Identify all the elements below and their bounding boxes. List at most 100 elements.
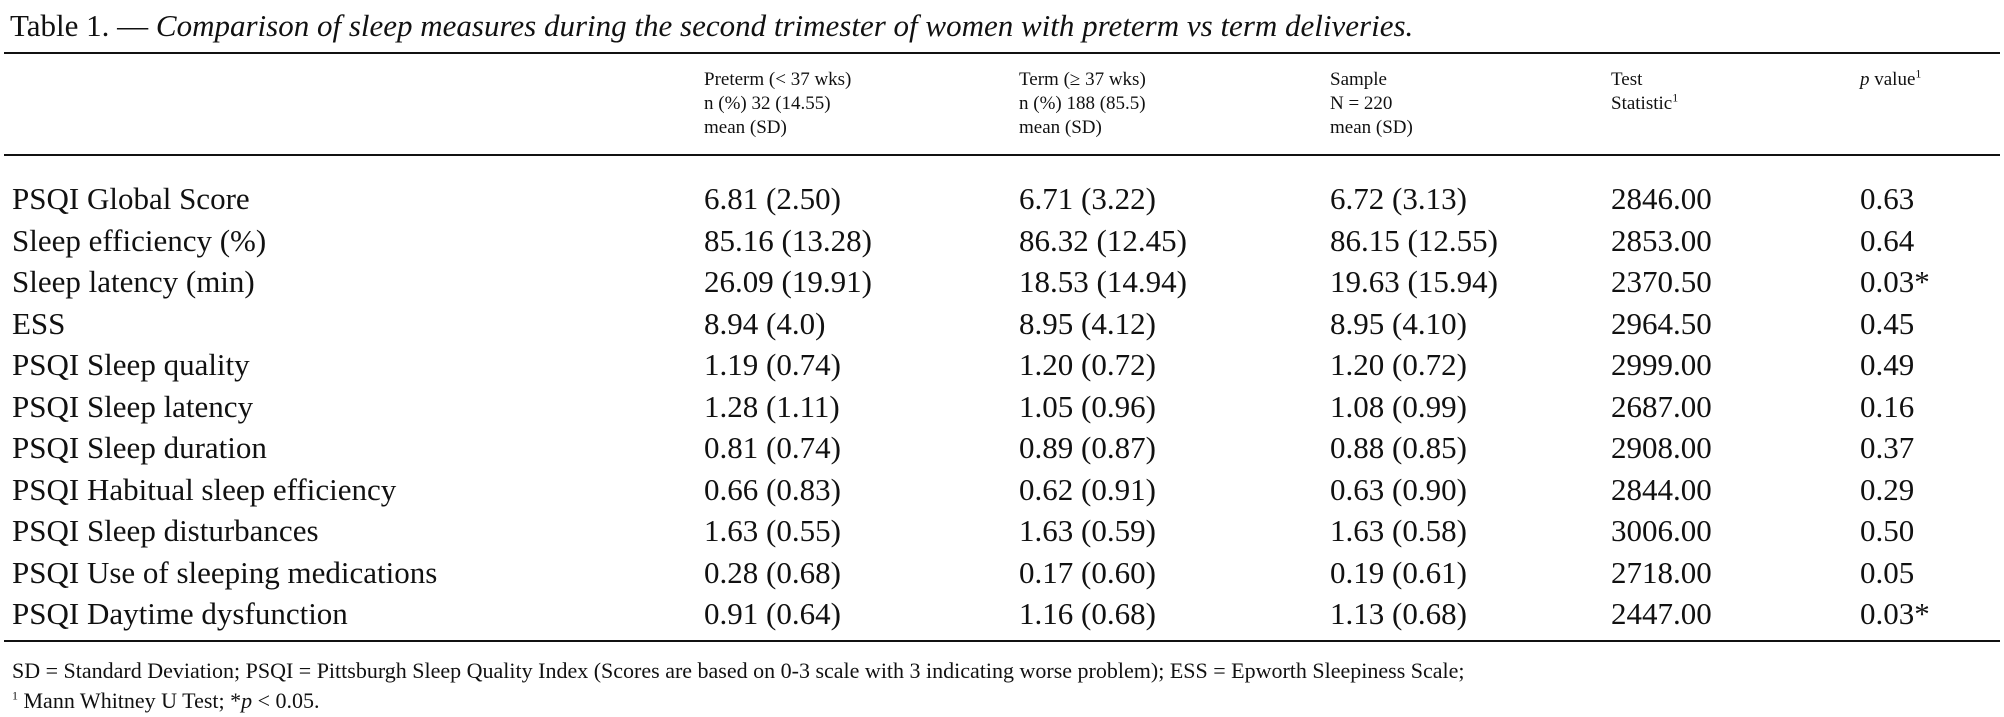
cell-term: 0.17 (0.60) (1019, 554, 1156, 590)
row-label: Sleep latency (min) (12, 264, 255, 299)
cell-p-value: 0.49 (1860, 347, 1915, 382)
footnote-text: Mann Whitney U Test; * (18, 688, 242, 713)
header-preterm: Preterm (< 37 wks) n (%) 32 (14.55) mean… (704, 68, 851, 140)
cell-test-statistic: 2908.00 (1611, 430, 1712, 465)
cell-term: 1.63 (0.59) (1019, 513, 1156, 548)
cell-sample: 0.88 (0.85) (1330, 430, 1467, 465)
row-label: PSQI Global Score (12, 181, 250, 216)
cell-preterm: 0.81 (0.74) (704, 430, 841, 465)
table-row: Sleep efficiency (%) 85.16 (13.28) 86.32 (… (0, 220, 2004, 262)
footnote-marker: 1 (1915, 66, 1922, 81)
row-label: PSQI Habitual sleep efficiency (12, 471, 397, 507)
cell-test-statistic: 2846.00 (1611, 181, 1712, 216)
table-body: PSQI Global Score 6.81 (2.50) 6.71 (3.22) 6… (0, 178, 2004, 635)
cell-preterm: 1.19 (0.74) (704, 347, 841, 382)
cell-test-statistic: 2999.00 (1611, 347, 1712, 382)
cell-sample: 86.15 (12.55) (1330, 222, 1498, 258)
cell-test-statistic: 2687.00 (1611, 388, 1712, 424)
cell-sample: 1.08 (0.99) (1330, 388, 1467, 424)
row-label: PSQI Use of sleeping medications (12, 554, 438, 590)
table-row: PSQI Use of sleeping medications 0.28 (0.… (0, 552, 2004, 594)
cell-term: 86.32 (12.45) (1019, 222, 1187, 258)
header-line: Term (≥ 37 wks) (1019, 69, 1146, 90)
cell-term: 18.53 (14.94) (1019, 264, 1187, 299)
cell-sample: 1.20 (0.72) (1330, 347, 1467, 382)
cell-p-value: 0.03* (1860, 264, 1930, 299)
cell-preterm: 1.28 (1.11) (704, 388, 840, 424)
cell-sample: 1.13 (0.68) (1330, 596, 1467, 631)
cell-test-statistic: 2964.50 (1611, 305, 1712, 341)
header-line: mean (SD) (1330, 117, 1413, 138)
table-bottom-rule (4, 640, 2000, 642)
footnote-marker: 1 (12, 688, 18, 703)
row-label: Sleep efficiency (%) (12, 222, 267, 258)
header-p-value: p value1 (1860, 68, 1921, 92)
cell-p-value: 0.37 (1860, 430, 1915, 465)
header-text: value (1869, 69, 1916, 90)
cell-test-statistic: 3006.00 (1611, 513, 1712, 548)
row-label: PSQI Sleep duration (12, 430, 267, 465)
header-line: n (%) 32 (14.55) (704, 93, 831, 114)
footnote-text: < 0.05. (252, 688, 320, 713)
cell-preterm: 6.81 (2.50) (704, 181, 841, 216)
cell-sample: 19.63 (15.94) (1330, 264, 1498, 299)
header-line: n (%) 188 (85.5) (1019, 93, 1146, 114)
cell-preterm: 8.94 (4.0) (704, 305, 826, 341)
cell-term: 8.95 (4.12) (1019, 305, 1156, 341)
cell-p-value: 0.05 (1860, 554, 1915, 590)
row-label: PSQI Sleep quality (12, 347, 250, 382)
table-row: ESS 8.94 (4.0) 8.95 (4.12) 8.95 (4.10) 2964.… (0, 303, 2004, 345)
cell-preterm: 26.09 (19.91) (704, 264, 872, 299)
cell-p-value: 0.64 (1860, 222, 1915, 258)
cell-p-value: 0.03* (1860, 596, 1930, 631)
table-top-rule (4, 52, 2000, 54)
cell-preterm: 85.16 (13.28) (704, 222, 872, 258)
table-caption: Table 1. — Comparison of sleep measures … (10, 6, 1413, 46)
table-row: Sleep latency (min) 26.09 (19.91) 18.53 (1… (0, 261, 2004, 303)
cell-term: 1.05 (0.96) (1019, 388, 1156, 424)
cell-term: 0.89 (0.87) (1019, 430, 1156, 465)
caption-label: Table 1. — (10, 8, 149, 43)
table-row: PSQI Sleep latency 1.28 (1.11) 1.05 (0.96)… (0, 386, 2004, 428)
table-row: PSQI Habitual sleep efficiency 0.66 (0.83… (0, 469, 2004, 511)
header-line: mean (SD) (704, 117, 787, 138)
caption-title: Comparison of sleep measures during the … (155, 8, 1414, 43)
cell-p-value: 0.50 (1860, 513, 1915, 548)
cell-preterm: 0.91 (0.64) (704, 596, 841, 631)
cell-p-value: 0.16 (1860, 388, 1915, 424)
cell-test-statistic: 2370.50 (1611, 264, 1712, 299)
table-row: PSQI Global Score 6.81 (2.50) 6.71 (3.22) 6… (0, 178, 2004, 220)
footnote-abbreviations: SD = Standard Deviation; PSQI = Pittsbur… (12, 658, 1465, 683)
row-label: ESS (12, 305, 66, 341)
cell-sample: 1.63 (0.58) (1330, 513, 1467, 548)
cell-sample: 0.19 (0.61) (1330, 554, 1467, 590)
table-row: PSQI Sleep disturbances 1.63 (0.55) 1.63 (… (0, 510, 2004, 552)
header-line: p value1 (1860, 68, 1921, 92)
cell-preterm: 0.28 (0.68) (704, 554, 841, 590)
table-row: PSQI Sleep duration 0.81 (0.74) 0.89 (0.87… (0, 427, 2004, 469)
header-p-letter: p (1860, 69, 1870, 90)
cell-sample: 8.95 (4.10) (1330, 305, 1467, 341)
row-label: PSQI Sleep latency (12, 388, 254, 424)
cell-p-value: 0.29 (1860, 471, 1915, 507)
row-label: PSQI Daytime dysfunction (12, 596, 348, 631)
header-line: Statistic1 (1611, 92, 1678, 116)
footnote-marker: 1 (1672, 90, 1679, 105)
row-label: PSQI Sleep disturbances (12, 513, 319, 548)
header-line: N = 220 (1330, 93, 1393, 114)
cell-preterm: 1.63 (0.55) (704, 513, 841, 548)
cell-test-statistic: 2844.00 (1611, 471, 1712, 507)
cell-test-statistic: 2718.00 (1611, 554, 1712, 590)
cell-test-statistic: 2447.00 (1611, 596, 1712, 631)
table-row: PSQI Daytime dysfunction 0.91 (0.64) 1.16 … (0, 593, 2004, 635)
cell-test-statistic: 2853.00 (1611, 222, 1712, 258)
cell-sample: 0.63 (0.90) (1330, 471, 1467, 507)
cell-preterm: 0.66 (0.83) (704, 471, 841, 507)
table-row: PSQI Sleep quality 1.19 (0.74) 1.20 (0.72)… (0, 344, 2004, 386)
cell-sample: 6.72 (3.13) (1330, 181, 1467, 216)
header-test-statistic: Test Statistic1 (1611, 68, 1678, 116)
table-header-rule (4, 154, 2000, 156)
cell-term: 1.16 (0.68) (1019, 596, 1156, 631)
cell-term: 0.62 (0.91) (1019, 471, 1156, 507)
